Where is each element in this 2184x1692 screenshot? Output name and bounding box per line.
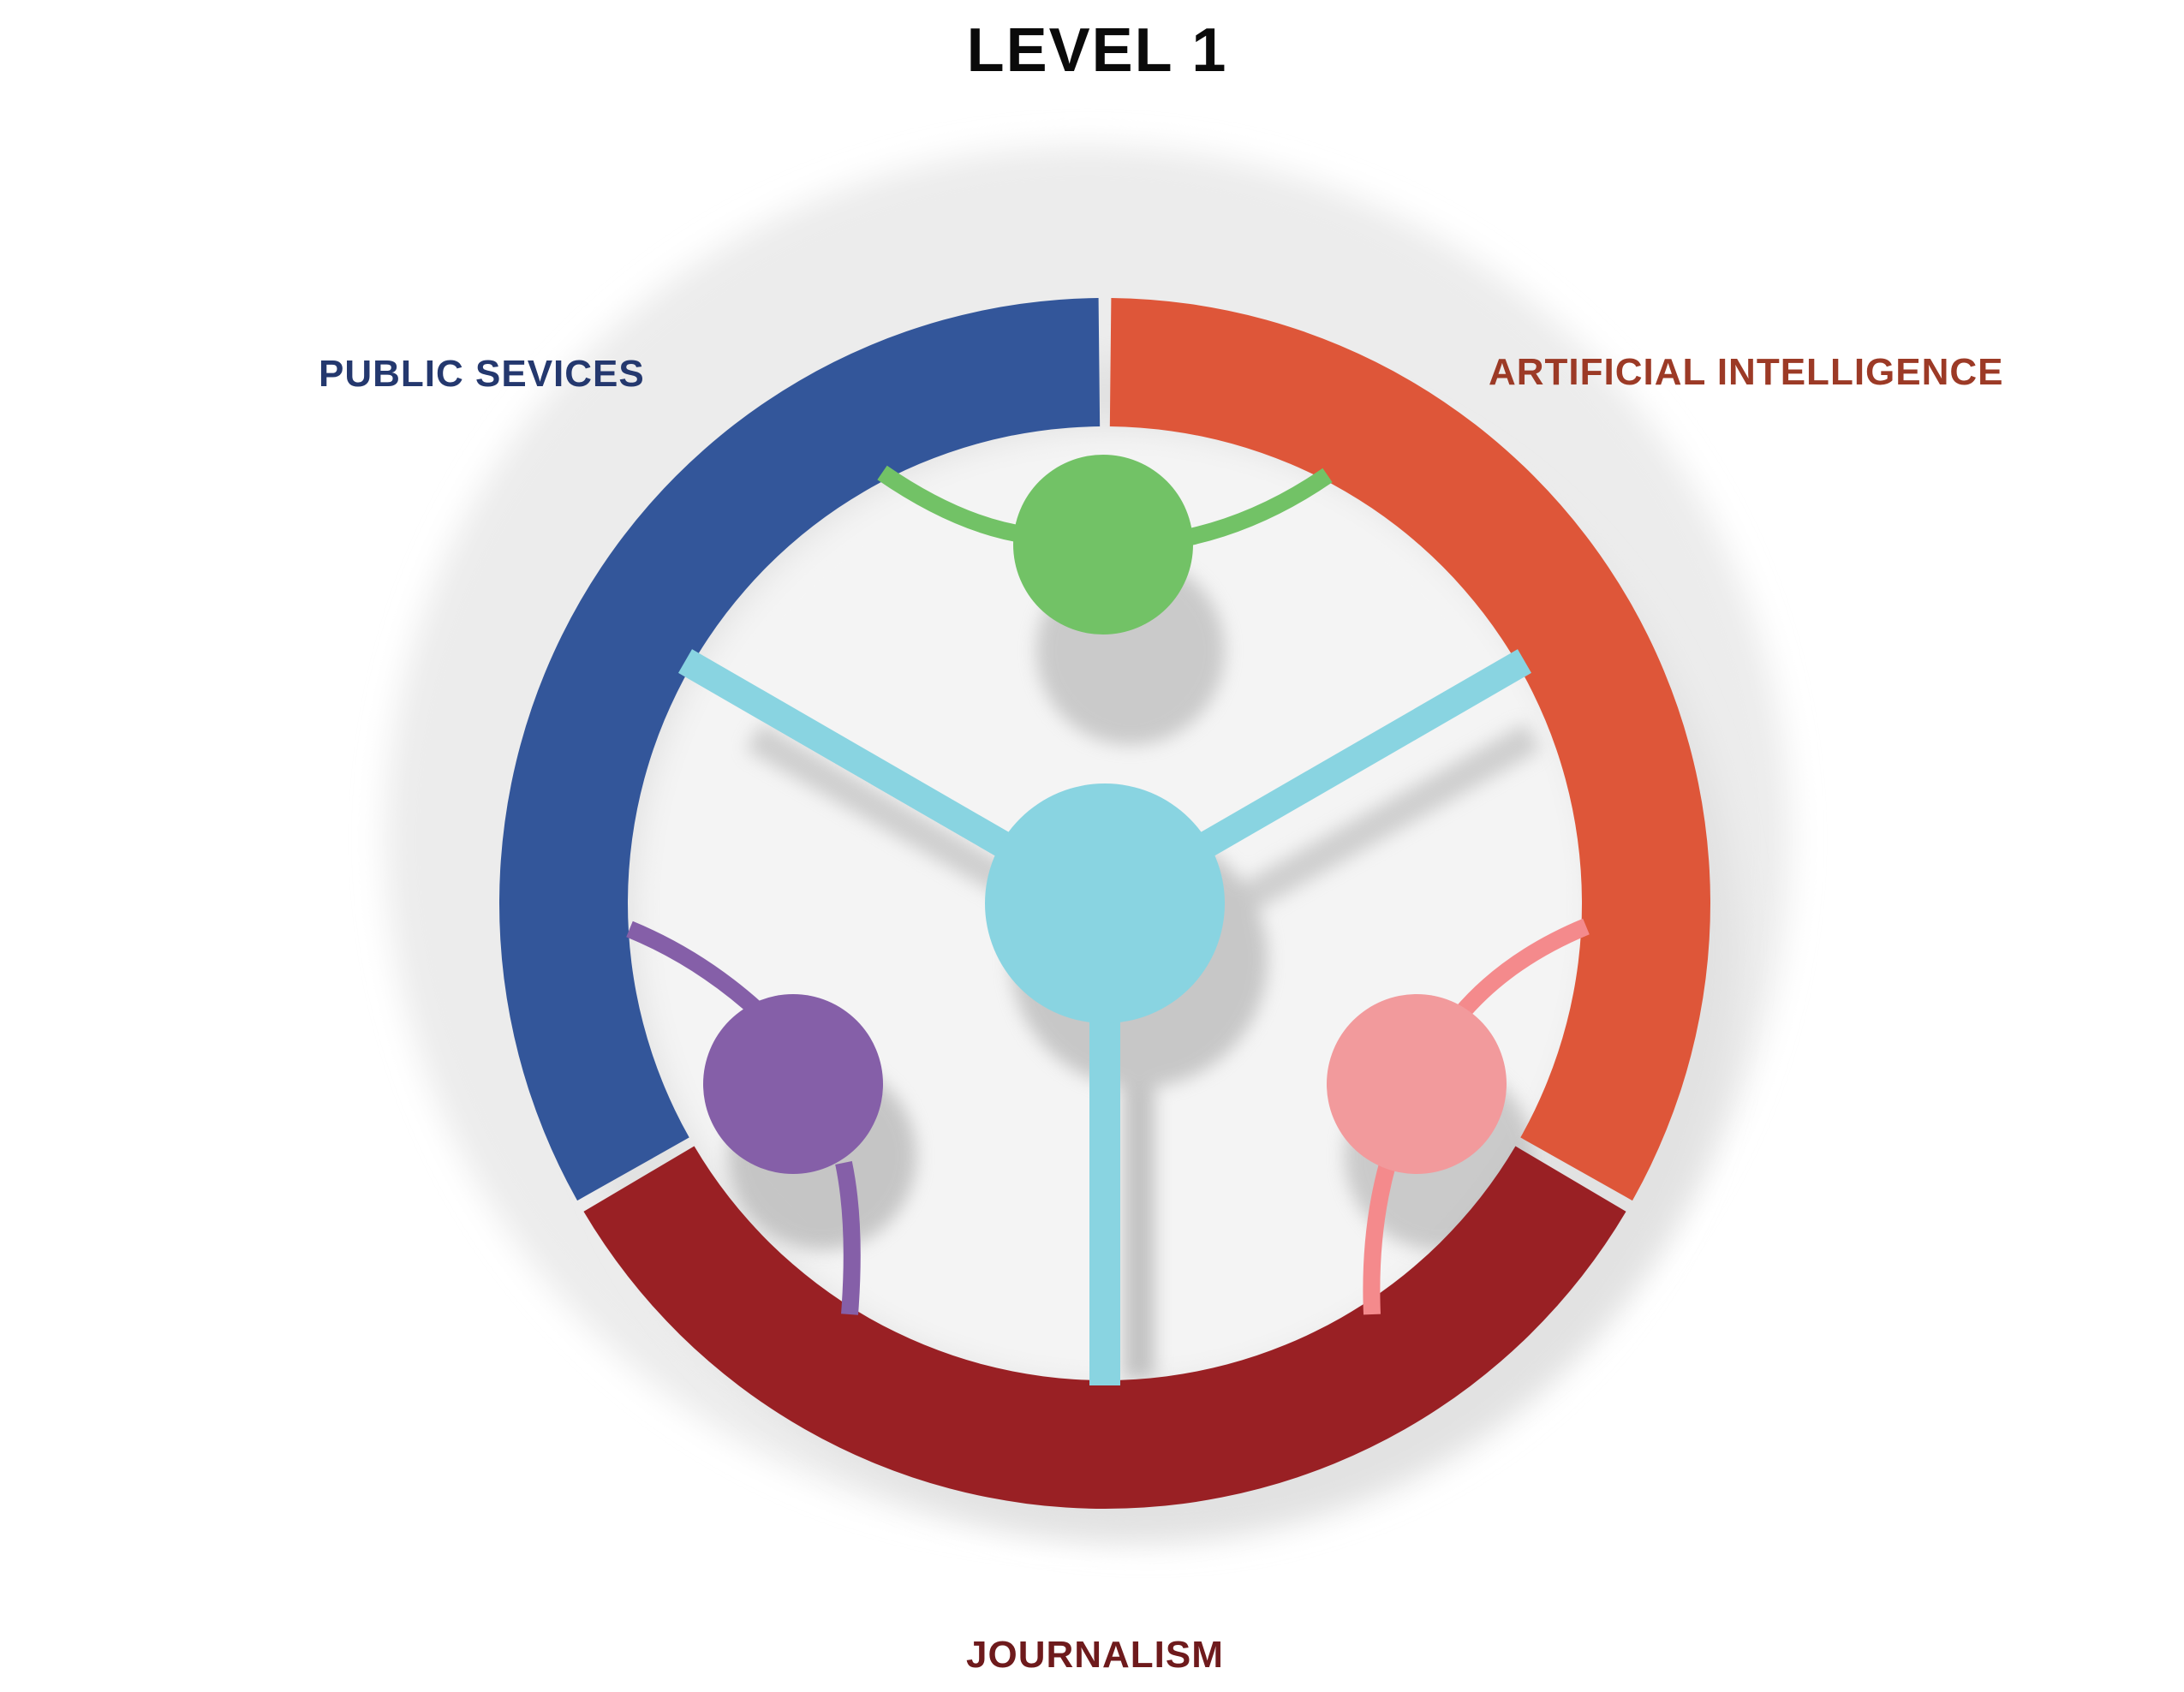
ring bbox=[498, 298, 1710, 1509]
purple-connector bbox=[835, 1160, 861, 1315]
diagram-title: LEVEL 1 bbox=[966, 16, 1228, 85]
label-public-services: PUBLIC SEVICES bbox=[319, 353, 645, 395]
nodes bbox=[703, 455, 1507, 1174]
ring-segment-artificial-intelligence bbox=[1109, 298, 1710, 1201]
left-node bbox=[703, 994, 883, 1174]
label-artificial-intelligence: ARTIFICIAL INTELLIGENCE bbox=[1489, 351, 2004, 393]
connectors bbox=[626, 465, 1590, 1315]
ring-segment-journalism bbox=[583, 1146, 1626, 1509]
green-connector bbox=[1184, 468, 1333, 546]
right-node bbox=[1327, 994, 1507, 1174]
pink-connector bbox=[1363, 1162, 1396, 1315]
top-node bbox=[1013, 455, 1193, 634]
label-journalism: JOURNALISM bbox=[966, 1634, 1224, 1676]
ring-segment-public-services bbox=[498, 298, 1101, 1201]
purple-connector bbox=[626, 920, 768, 1022]
pink-connector bbox=[1453, 918, 1590, 1021]
green-connector bbox=[877, 465, 1029, 544]
center-node bbox=[985, 783, 1225, 1023]
